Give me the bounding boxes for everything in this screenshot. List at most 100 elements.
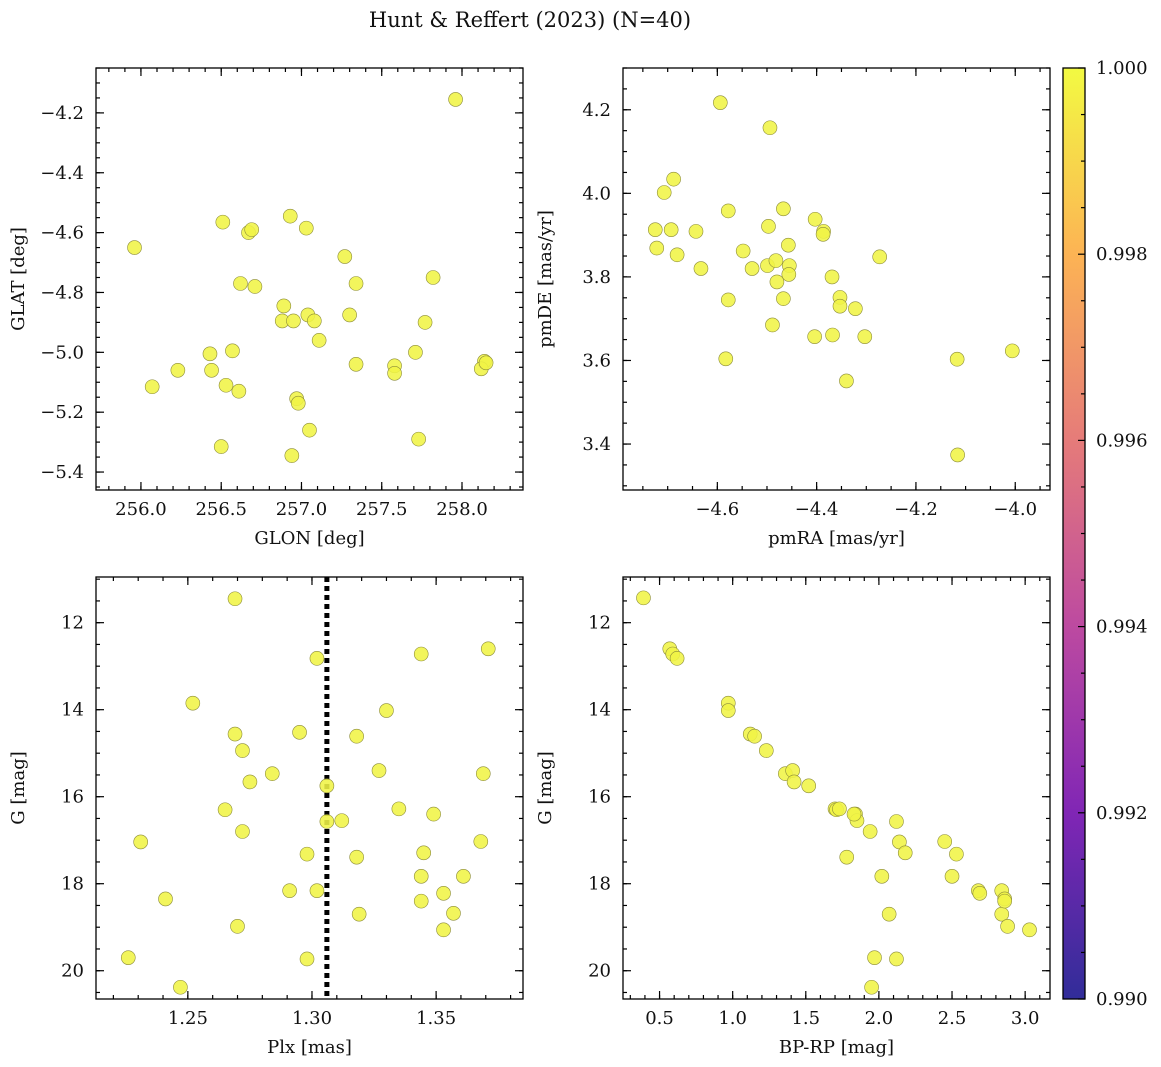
data-point xyxy=(348,356,364,372)
y-tick-label: 16 xyxy=(61,787,84,808)
data-point xyxy=(408,345,423,360)
data-point xyxy=(349,728,364,744)
y-tick-label: −4.8 xyxy=(40,282,84,303)
data-point xyxy=(284,448,300,463)
y-tick-label: 18 xyxy=(588,874,611,895)
data-point xyxy=(647,222,663,237)
data-point xyxy=(475,766,491,781)
data-point xyxy=(663,222,679,237)
y-tick-label: 20 xyxy=(61,961,84,982)
data-point xyxy=(213,439,229,454)
y-tick-label: 12 xyxy=(588,613,611,634)
data-point xyxy=(744,261,760,276)
data-point xyxy=(720,203,736,219)
data-point xyxy=(480,641,496,657)
data-point xyxy=(299,951,315,967)
data-point xyxy=(832,801,847,817)
data-point xyxy=(242,774,258,790)
y-tick-label: −5.4 xyxy=(40,462,84,483)
data-point xyxy=(391,801,407,817)
data-point xyxy=(769,274,785,290)
plot-frame xyxy=(95,67,524,491)
data-point xyxy=(473,834,489,849)
x-tick-label: 3.0 xyxy=(1011,1008,1040,1029)
y-tick-label: 14 xyxy=(61,700,84,721)
y-tick-label: −4.4 xyxy=(40,163,84,184)
data-point xyxy=(417,315,433,330)
data-point xyxy=(230,919,245,934)
data-point xyxy=(874,869,890,884)
data-point xyxy=(776,201,791,217)
data-point xyxy=(337,249,353,264)
data-point xyxy=(425,270,441,285)
data-point xyxy=(185,695,201,711)
data-point xyxy=(949,351,965,367)
plot-frame xyxy=(622,576,1051,1000)
data-point xyxy=(718,351,734,367)
data-point xyxy=(264,766,280,781)
data-point xyxy=(247,279,263,294)
data-point xyxy=(636,590,651,606)
y-tick-label: 3.4 xyxy=(582,434,611,455)
colorbar-tick-label: 0.992 xyxy=(1096,803,1148,824)
x-axis-label: pmRA [mas/yr] xyxy=(768,528,905,549)
panel-plx-g: 1.25 1.30 1.35 12 14 16 18 20 Plx [mas] G [mag] xyxy=(8,576,524,1058)
x-tick-label: −4.2 xyxy=(894,499,938,520)
data-point xyxy=(235,743,250,758)
data-point xyxy=(669,247,685,263)
x-tick-label: 0.5 xyxy=(645,1008,674,1029)
data-point xyxy=(342,307,357,323)
data-point xyxy=(202,346,218,362)
x-tick-label: −4.0 xyxy=(993,499,1037,520)
data-point xyxy=(244,222,260,237)
data-point xyxy=(666,171,681,187)
colorbar: 0.990 0.992 0.994 0.996 0.998 1.000 xyxy=(1062,58,1148,1010)
colorbar-tick-label: 0.998 xyxy=(1096,244,1148,265)
data-point xyxy=(371,763,387,778)
data-point xyxy=(768,253,784,268)
data-point xyxy=(839,849,855,865)
data-point xyxy=(747,728,762,744)
data-point xyxy=(204,362,219,378)
data-point xyxy=(282,208,298,224)
data-point xyxy=(872,249,887,265)
data-point xyxy=(807,211,823,227)
y-tick-label: 3.6 xyxy=(582,350,611,371)
data-point xyxy=(379,703,394,718)
data-point xyxy=(348,276,364,291)
data-point xyxy=(319,814,335,829)
data-point xyxy=(235,824,250,839)
data-point xyxy=(446,905,461,921)
y-axis-label: GLAT [deg] xyxy=(8,227,29,331)
data-point xyxy=(413,646,429,662)
data-point xyxy=(693,261,709,276)
data-point xyxy=(839,373,854,389)
data-point xyxy=(801,778,817,794)
data-point xyxy=(311,333,327,348)
data-point xyxy=(218,377,234,393)
data-point xyxy=(309,651,325,666)
data-point xyxy=(656,185,672,200)
data-point xyxy=(735,243,751,259)
colorbar-tick-label: 0.994 xyxy=(1096,617,1148,638)
data-point xyxy=(170,362,186,378)
data-point xyxy=(867,950,882,965)
data-point xyxy=(897,845,913,861)
y-axis-label: pmDE [mas/yr] xyxy=(535,210,556,348)
data-point xyxy=(413,869,429,884)
x-tick-label: 2.0 xyxy=(865,1008,894,1029)
data-point xyxy=(759,743,774,758)
data-point xyxy=(286,313,301,329)
data-point xyxy=(158,891,173,907)
data-point xyxy=(688,224,704,239)
y-tick-label: 4.2 xyxy=(582,100,611,121)
colorbar-gradient xyxy=(1063,68,1085,999)
y-tick-label: −5.2 xyxy=(40,402,84,423)
y-tick-label: 12 xyxy=(61,613,84,634)
plot-frame xyxy=(622,67,1051,491)
y-axis-label: G [mag] xyxy=(8,751,29,824)
data-point xyxy=(889,814,904,829)
data-point xyxy=(298,220,314,236)
y-tick-label: 3.8 xyxy=(582,267,611,288)
